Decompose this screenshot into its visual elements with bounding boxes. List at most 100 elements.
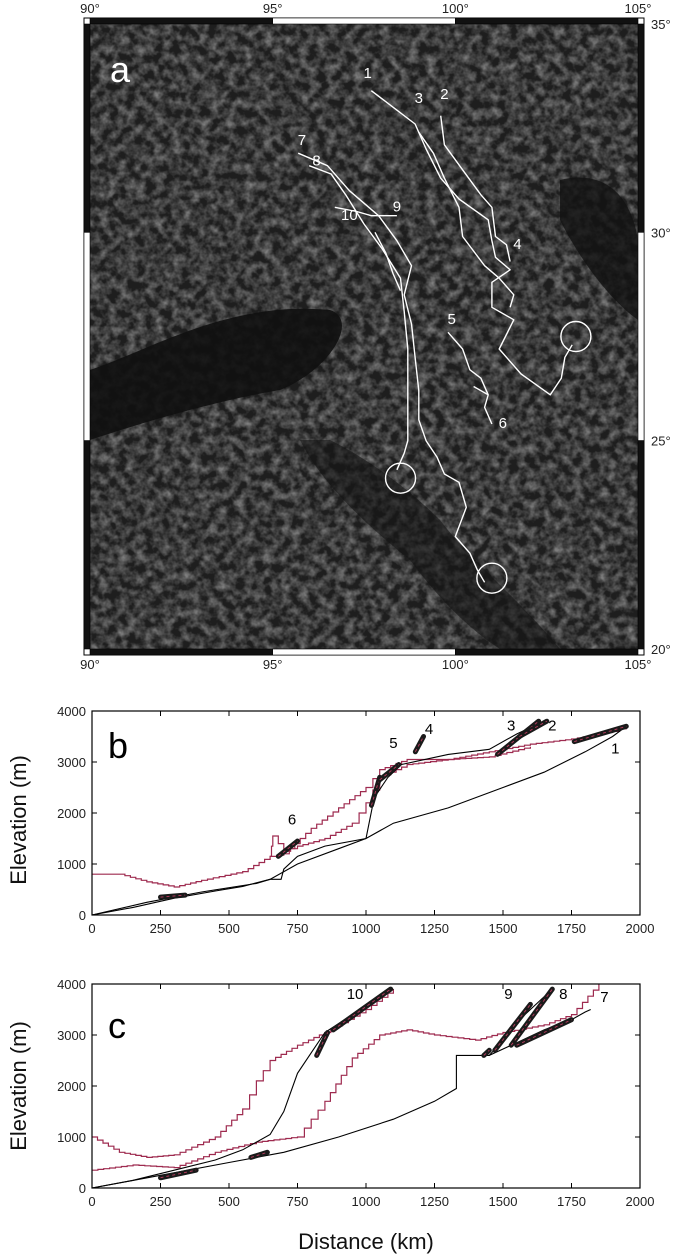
lat-tick-2: 30° [651,225,671,240]
river-trace-6 [473,385,489,396]
river-label-9: 9 [393,199,401,216]
x-tick-label-b-4: 1000 [352,921,381,936]
lat-tick-0: 20° [651,642,671,657]
river-label-6: 6 [499,415,507,432]
knickpoint-highlight-b-2 [371,777,381,806]
y-tick-label-c-0: 0 [79,1181,86,1196]
knickpoint-circles [384,320,592,594]
y-tick-label-b-4: 4000 [57,704,86,719]
x-tick-label-b-1: 250 [150,921,172,936]
river-trace-8 [308,165,409,471]
frame-bar-left-0 [83,23,91,233]
plot-frame-c [91,983,641,1189]
x-tick-label-c-7: 1750 [557,1194,586,1209]
frame-bar-bottom-0 [89,648,273,656]
knickpoint-circle-2 [384,462,417,494]
lon-tick-top-0: 90° [80,1,100,16]
river-trace-4 [498,277,515,308]
lon-tick-top-1: 95° [263,1,283,16]
x-tick-label-c-8: 2000 [626,1194,655,1209]
knickpoint-highlight-c-5 [494,1004,531,1051]
knickpoint-circle-1 [560,320,592,353]
frame-bar-right-0 [637,23,645,233]
knickpoint-highlight-b-1 [278,840,298,857]
river-trace-5 [447,331,493,425]
knickpoint-highlight-b-4 [414,736,424,753]
knickpoint-segment-c-3 [330,986,394,1033]
x-tick-label-c-2: 500 [218,1194,240,1209]
lon-tick-top-3: 105° [625,1,652,16]
lon-tick-bottom-1: 95° [263,657,283,672]
profile-label-c-8: 8 [559,986,567,1003]
frame-bar-right-2 [637,440,645,650]
panel-label-b: b [108,725,128,766]
black-profile-b-0 [91,725,627,916]
frame-bar-top-2 [455,17,639,25]
frame-bar-bottom-1 [272,648,456,656]
y-tick-label-c-2: 2000 [57,1079,86,1094]
river-traces [297,90,573,583]
frame-bar-left-2 [83,440,91,650]
x-tick-label-b-0: 0 [88,921,95,936]
x-tick-label-c-3: 750 [287,1194,309,1209]
panel-label-a: a [110,49,131,90]
profile-label-b-4: 4 [425,721,433,738]
river-trace-2 [440,115,511,262]
map-ticks: 90°90°95°95°100°100°105°105°20°25°30°35° [80,1,671,672]
profile-label-b-3: 3 [507,717,515,734]
knickpoint-highlight-c-7 [516,1019,572,1046]
y-tick-label-b-2: 2000 [57,806,86,821]
profile-panel-b: 0 250 500 750 1000 1250 1500 1750 2000 0 1000 2000 3… [6,704,654,936]
river-label-8: 8 [312,153,320,170]
river-label-2: 2 [440,86,448,103]
river-trace-1 [370,90,573,396]
red-profile-c-0 [92,989,394,1158]
knickpoint-highlight-c-0 [160,1169,197,1179]
black-profile-c-1 [91,988,553,1189]
river-label-3: 3 [415,90,423,107]
profile-label-c-7: 7 [600,989,608,1006]
knickpoint-circle-3 [476,562,508,594]
river-label-1: 1 [363,65,371,82]
frame-bar-top-1 [272,17,456,25]
profile-label-b-2: 2 [548,717,556,734]
panel-label-c: c [108,1005,126,1046]
y-axis-label-c: Elevation (m) [6,1021,31,1151]
x-tick-label-b-5: 1250 [420,921,449,936]
knickpoint-segment-c-6 [508,986,555,1048]
y-tick-label-c-4: 4000 [57,977,86,992]
terrain-texture [90,24,638,649]
dark-basins [90,177,638,649]
plot-frame-b [91,710,641,916]
profile-label-b-6: 6 [288,812,296,829]
lon-tick-top-2: 100° [442,1,469,16]
knickpoint-segment-b-7 [571,723,629,745]
lon-tick-bottom-3: 105° [625,657,652,672]
x-tick-label-c-1: 250 [150,1194,172,1209]
y-tick-label-c-1: 1000 [57,1130,86,1145]
y-tick-label-b-1: 1000 [57,857,86,872]
river-trace-3 [418,131,500,279]
x-tick-label-c-0: 0 [88,1194,95,1209]
river-label-5: 5 [448,311,456,328]
river-label-7: 7 [298,132,306,149]
knickpoint-highlight-b-6 [519,720,548,737]
profile-panel-c: 0 250 500 750 1000 1250 1500 1750 2000 0 1000 2000 3… [6,977,654,1254]
lon-tick-bottom-2: 100° [442,657,469,672]
x-tick-label-b-7: 1750 [557,921,586,936]
knickpoint-highlight-c-1 [250,1151,268,1158]
y-tick-label-c-3: 3000 [57,1028,86,1043]
x-tick-label-c-6: 1500 [489,1194,518,1209]
frame-bar-bottom-2 [455,648,639,656]
x-tick-label-b-2: 500 [218,921,240,936]
knickpoint-highlight-b-0 [160,894,186,898]
x-tick-label-c-4: 1000 [352,1194,381,1209]
profile-label-c-9: 9 [504,986,512,1003]
y-tick-label-b-0: 0 [79,908,86,923]
profile-label-c-10: 10 [347,986,364,1003]
x-tick-label-c-5: 1250 [420,1194,449,1209]
profile-label-b-5: 5 [389,735,397,752]
lat-tick-1: 25° [651,434,671,449]
